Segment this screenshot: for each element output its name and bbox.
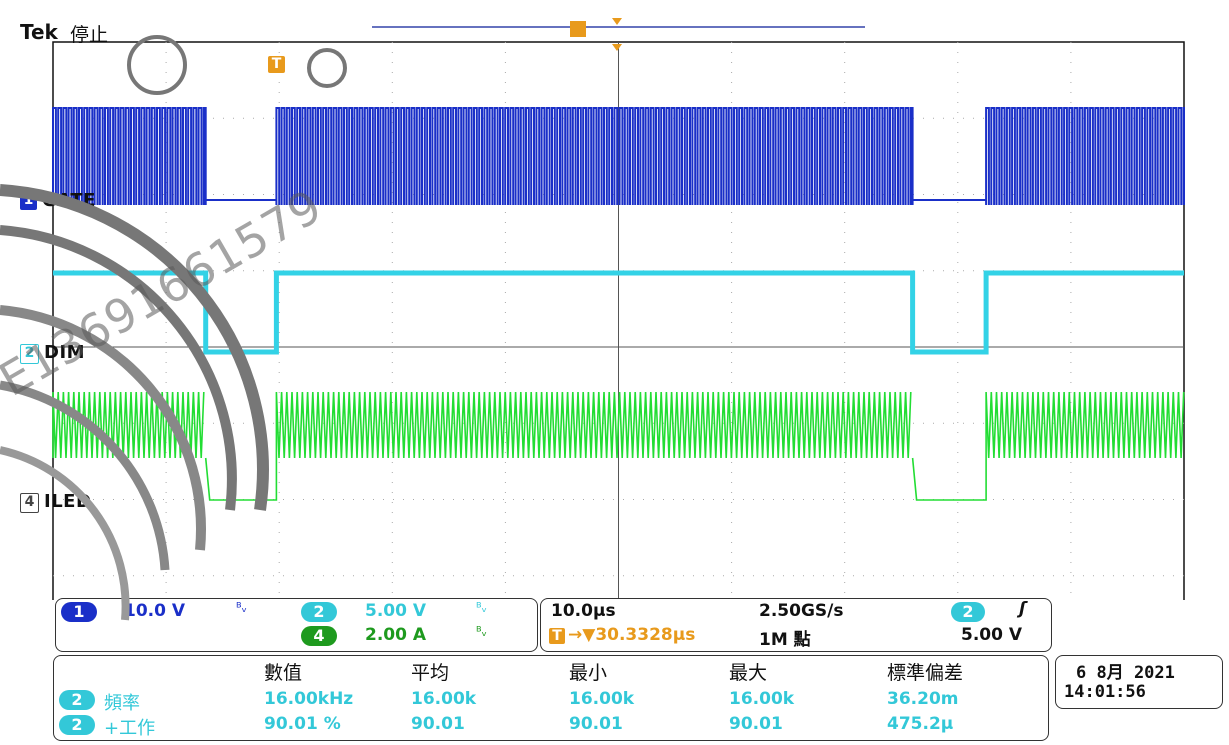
brand-logo: Tek [20,20,58,44]
trigger-level: 5.00 V [961,625,1023,645]
trigger-slope-icon: ʃ [1019,599,1027,619]
acquisition-status: 停止 [70,24,109,46]
watermark-arcs [0,184,269,621]
dim-trace [53,270,1184,355]
graticule [53,42,1184,600]
meas-row2-min: 90.01 [569,714,623,734]
meas-row1-mean: 16.00k [411,689,477,709]
trigger-source-badge[interactable]: 2 [951,602,985,622]
meas-row2-max: 90.01 [729,714,783,734]
meas-row1-label: 頻率 [104,693,140,714]
ch1-scale: 10.0 V [124,601,186,621]
ch4-marker[interactable]: 4 [20,493,39,513]
trigger-offset: →▼30.3328µs [568,625,696,645]
meas-row2-label: +工作 [104,718,156,739]
meas-row1-channel[interactable]: 2 [59,690,95,710]
trigger-position-arrow-lower [612,44,622,51]
vertical-scale-panel: 1 10.0 V ᴮᵥ 2 5.00 V ᴮᵥ 4 2.00 A ᴮᵥ [55,598,538,652]
ring-decoration [127,35,347,95]
meas-header-max: 最大 [729,662,768,684]
ch4-scale: 2.00 A [365,625,427,645]
meas-header-min: 最小 [569,662,608,684]
datetime-panel: 6 8月 2021 14:01:56 [1055,655,1223,709]
ch2-scale: 5.00 V [365,601,427,621]
meas-row1-min: 16.00k [569,689,635,709]
ch4-bandwidth-icon: ᴮᵥ [476,625,488,640]
trigger-offset-icon: T [549,628,565,644]
ch4-scale-badge[interactable]: 4 [301,626,337,646]
gate-trace [52,107,1185,205]
waveform-display [52,18,1185,600]
trigger-position-arrow [612,18,622,25]
meas-header-stddev: 標準偏差 [887,662,964,684]
record-trigger-marker [570,21,586,37]
measurements-panel: 數值 平均 最小 最大 標準偏差 2 頻率 16.00kHz 16.00k 16… [53,655,1049,741]
meas-row2-stddev: 475.2µ [887,714,954,734]
meas-row1-stddev: 36.20m [887,689,959,709]
iled-trace [52,391,1185,501]
time: 14:01:56 [1064,682,1146,702]
date: 6 8月 2021 [1076,663,1175,683]
ch1-bandwidth-icon: ᴮᵥ [236,601,248,616]
meas-row2-channel[interactable]: 2 [59,715,95,735]
ch1-scale-badge[interactable]: 1 [61,602,97,622]
ch2-bandwidth-icon: ᴮᵥ [476,601,488,616]
meas-row2-value: 90.01 % [264,714,341,734]
sample-rate: 2.50GS/s [759,601,844,621]
ch2-name: DIM [44,342,86,363]
trigger-time-marker[interactable]: T [268,56,285,73]
waveform-traces [52,107,1185,501]
timebase-panel: 10.0µs 2.50GS/s T →▼30.3328µs 1M 點 2 ʃ 5… [540,598,1052,652]
meas-header-mean: 平均 [411,662,450,684]
record-length: 1M 點 [759,630,811,650]
ch2-scale-badge[interactable]: 2 [301,602,337,622]
ch2-marker[interactable]: 2 [20,344,39,364]
meas-row1-max: 16.00k [729,689,795,709]
meas-header-value: 數值 [264,662,303,684]
meas-row2-mean: 90.01 [411,714,465,734]
meas-row1-value: 16.00kHz [264,689,354,709]
time-per-div: 10.0µs [551,601,616,621]
